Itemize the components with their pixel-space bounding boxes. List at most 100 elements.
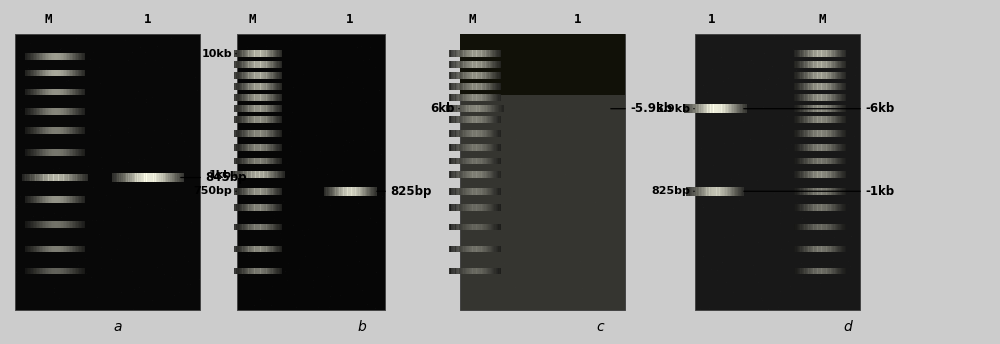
Bar [72, 127, 73, 134]
Bar [46, 89, 48, 96]
Bar [280, 130, 281, 137]
Point [470, 124, 486, 130]
Bar [262, 246, 263, 252]
Bar [833, 246, 835, 252]
Bar [461, 188, 462, 195]
Bar [829, 94, 831, 101]
Bar [32, 89, 34, 96]
Bar [839, 171, 841, 178]
Bar [824, 158, 825, 164]
Bar [484, 105, 485, 112]
Bar [474, 83, 475, 90]
Bar [449, 50, 451, 57]
Point [255, 93, 271, 99]
Bar [258, 130, 259, 137]
Bar [461, 130, 462, 137]
Point [614, 183, 630, 189]
Bar [832, 50, 833, 57]
Point [372, 300, 388, 305]
Bar [817, 158, 819, 164]
Point [362, 215, 378, 221]
Bar [494, 50, 496, 57]
Bar [497, 268, 499, 275]
Point [770, 90, 786, 96]
Point [253, 251, 269, 257]
Bar [481, 83, 483, 90]
Point [469, 187, 485, 193]
Bar [485, 94, 487, 101]
Bar [487, 224, 488, 230]
Bar [449, 94, 451, 101]
Bar [28, 108, 30, 115]
Bar [820, 61, 822, 68]
Bar [803, 144, 805, 151]
Point [286, 291, 302, 297]
Bar [238, 105, 239, 112]
Bar [797, 158, 798, 164]
Bar [478, 188, 479, 195]
Bar [450, 268, 452, 275]
Bar [810, 144, 811, 151]
Point [752, 73, 768, 79]
Point [249, 166, 265, 171]
Bar [845, 188, 846, 195]
Bar [800, 105, 802, 112]
Bar [32, 69, 34, 76]
Point [770, 304, 786, 310]
Bar [266, 72, 268, 79]
Bar [43, 69, 45, 76]
Bar [264, 224, 265, 230]
Bar [476, 50, 478, 57]
Bar [46, 69, 48, 76]
Bar [465, 171, 466, 178]
Bar [82, 69, 84, 76]
Text: M: M [468, 13, 476, 26]
Point [456, 114, 472, 120]
Point [271, 172, 287, 177]
Bar [83, 53, 85, 60]
Bar [726, 104, 728, 113]
Bar [466, 188, 467, 195]
Point [774, 122, 790, 128]
Bar [833, 105, 835, 112]
Bar [842, 83, 844, 90]
Bar [252, 72, 253, 79]
Bar [264, 204, 265, 211]
Bar [821, 83, 823, 90]
Point [92, 80, 108, 86]
Point [580, 211, 596, 216]
Bar [815, 246, 816, 252]
Point [723, 176, 739, 182]
Point [244, 64, 260, 69]
Bar [729, 104, 731, 113]
Bar [718, 187, 720, 196]
Bar [275, 246, 276, 252]
Point [9, 202, 25, 208]
Bar [795, 224, 797, 230]
Bar [278, 144, 280, 151]
Bar [251, 116, 252, 123]
Bar [67, 268, 69, 275]
Bar [238, 268, 239, 275]
Bar [474, 224, 475, 230]
Bar [820, 171, 822, 178]
Bar [813, 130, 815, 137]
Point [308, 132, 324, 138]
Bar [250, 144, 251, 151]
Bar [234, 158, 235, 164]
Point [322, 202, 338, 208]
Bar [78, 196, 79, 203]
Point [10, 272, 26, 278]
Bar [830, 105, 832, 112]
Text: d: d [844, 320, 852, 334]
Point [11, 58, 27, 63]
Bar [452, 188, 453, 195]
Bar [34, 69, 36, 76]
Bar [37, 268, 39, 275]
Bar [799, 144, 801, 151]
Bar [449, 171, 451, 178]
Point [120, 160, 136, 165]
Bar [709, 104, 711, 113]
Bar [837, 50, 838, 57]
Bar [474, 105, 475, 112]
